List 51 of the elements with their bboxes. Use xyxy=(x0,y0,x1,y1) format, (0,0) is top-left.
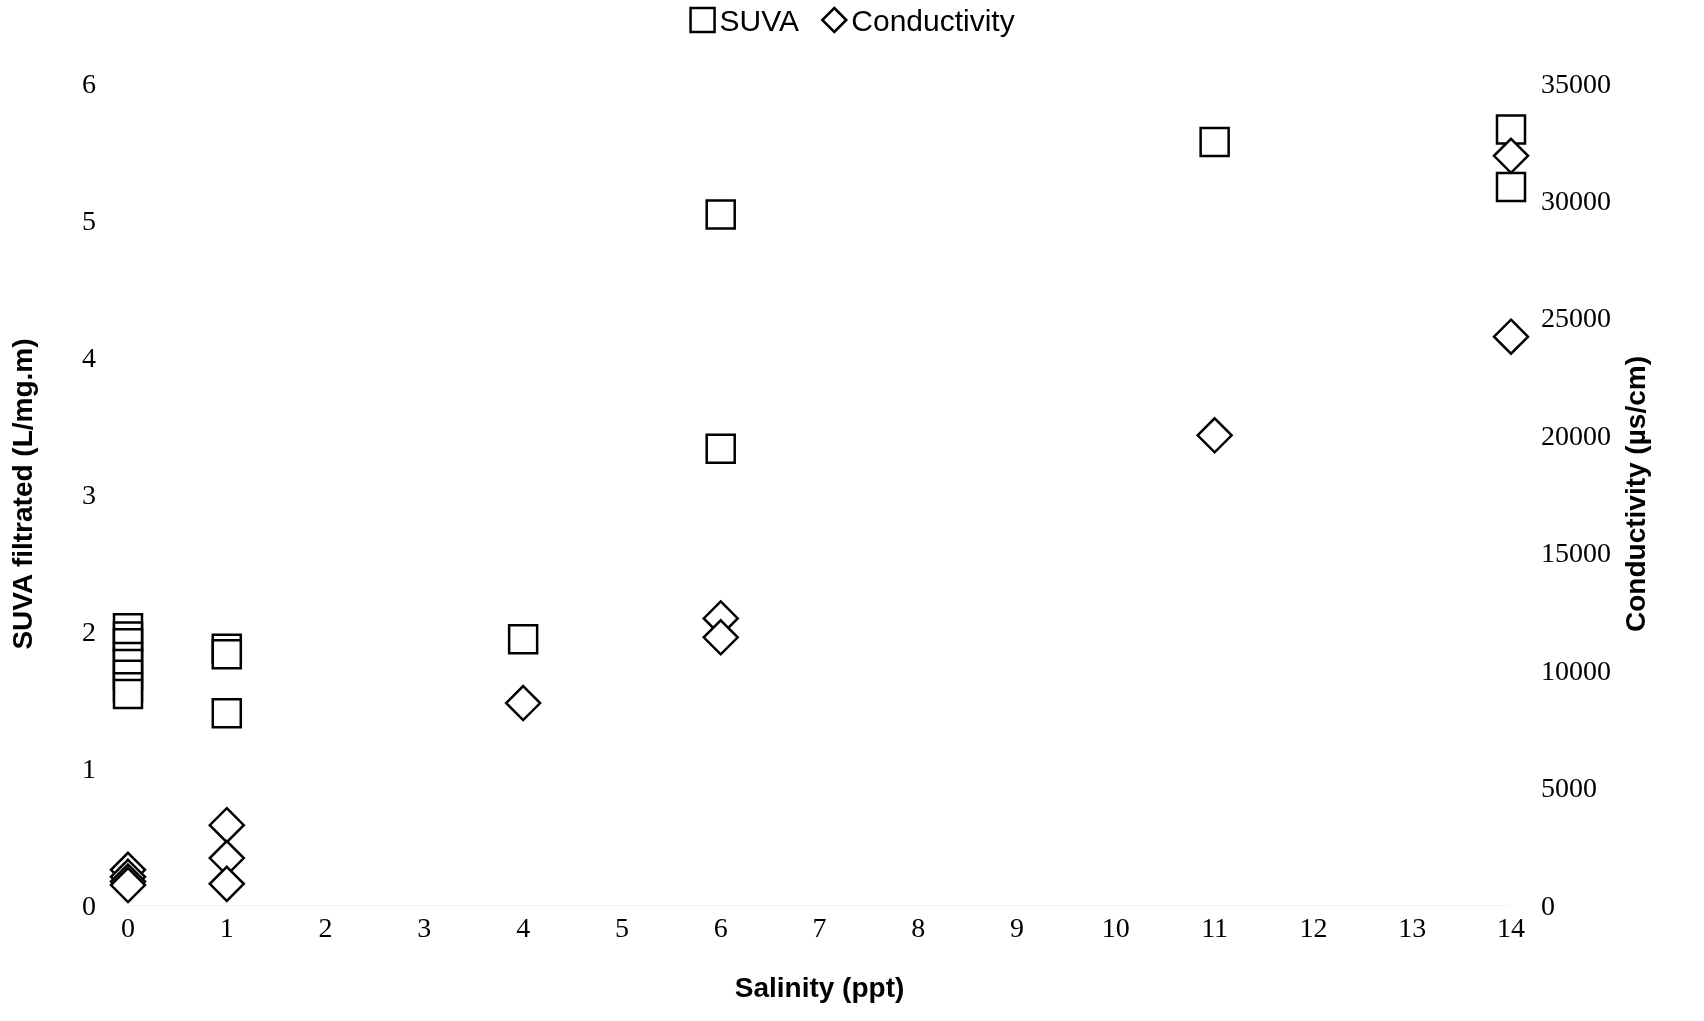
point xyxy=(1492,318,1530,355)
y2-tick-label: 10000 xyxy=(1541,654,1611,686)
point xyxy=(1495,171,1527,203)
x-tick-label: 6 xyxy=(713,911,728,943)
x-tick-label: 10 xyxy=(1101,911,1130,943)
y2-tick-label: 15000 xyxy=(1541,537,1611,569)
x-tick-label: 8 xyxy=(911,911,926,943)
y2-tick-label: 5000 xyxy=(1541,772,1597,804)
y-tick-label: 0 xyxy=(82,889,96,921)
point xyxy=(208,865,246,903)
x-tick-label: 0 xyxy=(121,911,135,943)
x-tick-label: 3 xyxy=(417,911,432,943)
x-tick-label: 11 xyxy=(1201,911,1229,943)
y-axis-title: SUVA filtrated (L/mg.m) xyxy=(6,338,38,650)
point xyxy=(1199,126,1230,158)
x-tick-label: 4 xyxy=(516,911,531,943)
point xyxy=(1492,137,1530,175)
y2-tick-label: 30000 xyxy=(1541,184,1611,216)
y-tick-label: 3 xyxy=(82,478,96,510)
point xyxy=(705,433,736,465)
y-tick-label: 4 xyxy=(82,341,96,373)
y2-tick-label: 0 xyxy=(1541,889,1555,921)
y-tick-label: 2 xyxy=(82,615,96,647)
legend-label: Conductivity xyxy=(851,3,1015,37)
point xyxy=(208,806,246,844)
legend-label: SUVA xyxy=(719,3,800,37)
y-tick-label: 6 xyxy=(82,67,96,99)
x-tick-label: 14 xyxy=(1497,911,1525,943)
point xyxy=(705,199,736,230)
y-tick-label: 5 xyxy=(82,204,96,236)
point xyxy=(507,623,539,655)
y2-tick-label: 20000 xyxy=(1541,419,1611,451)
x-tick-label: 12 xyxy=(1299,911,1328,943)
point xyxy=(1196,417,1233,454)
point xyxy=(211,697,243,729)
point xyxy=(1495,114,1527,145)
x-tick-label: 2 xyxy=(318,911,333,943)
y-tick-label: 1 xyxy=(82,752,96,784)
y2-axis-title: Conductivity (µs/cm) xyxy=(1620,356,1652,632)
x-tick-label: 13 xyxy=(1398,911,1427,943)
x-tick-label: 1 xyxy=(219,911,234,943)
x-tick-label: 9 xyxy=(1010,911,1025,943)
x-tick-label: 7 xyxy=(812,911,827,943)
y2-tick-label: 25000 xyxy=(1541,302,1611,334)
x-tick-label: 5 xyxy=(614,911,629,943)
point xyxy=(211,639,243,670)
point xyxy=(112,678,144,710)
x-axis-title: Salinity (ppt) xyxy=(734,971,905,1003)
y2-tick-label: 35000 xyxy=(1541,67,1611,99)
point xyxy=(702,619,739,656)
point xyxy=(504,684,542,722)
